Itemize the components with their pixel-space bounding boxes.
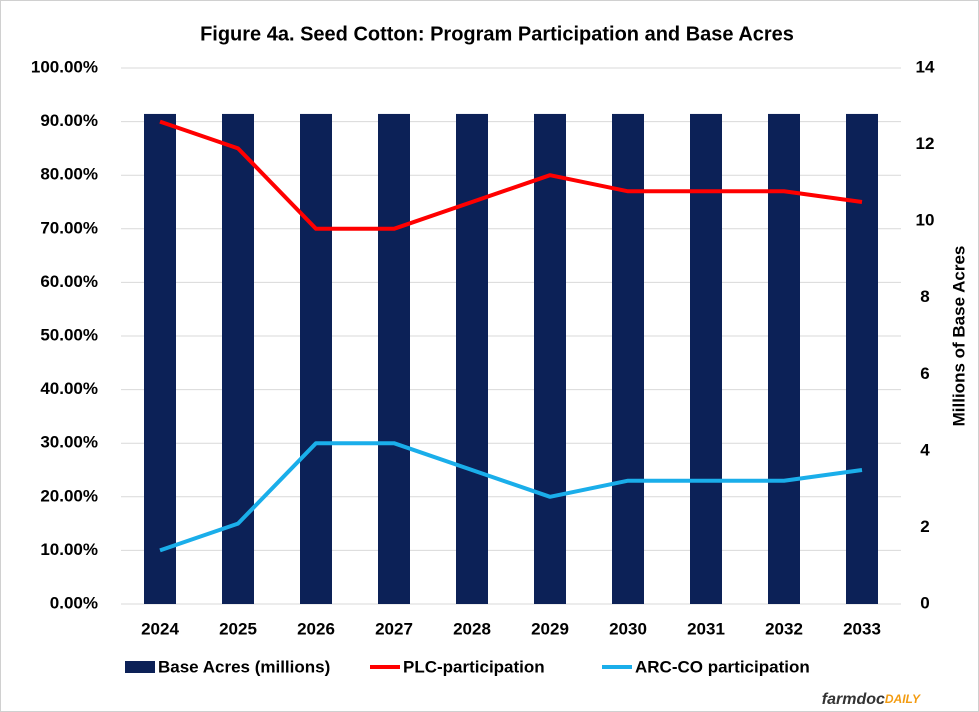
y-tick-label: 90.00% [40, 111, 98, 130]
bar [144, 113, 176, 604]
x-tick-label: 2029 [531, 619, 569, 638]
line [159, 441, 863, 553]
y-tick-label: 10.00% [40, 540, 98, 559]
legend-label: PLC-participation [403, 657, 545, 676]
logo-main: farmdoc [822, 691, 885, 708]
bar [534, 113, 566, 604]
x-tick-label: 2032 [765, 619, 803, 638]
logo: farmdocDAILY [822, 691, 921, 708]
line [159, 119, 863, 231]
x-tick-label: 2025 [219, 619, 257, 638]
y-tick-label: 40.00% [40, 379, 98, 398]
x-tick-label: 2026 [297, 619, 335, 638]
bar [378, 113, 410, 604]
y-tick-label: 0.00% [50, 593, 98, 612]
legend-label: ARC-CO participation [635, 657, 810, 676]
chart-title: Figure 4a. Seed Cotton: Program Particip… [200, 23, 794, 45]
bar [846, 113, 878, 604]
y2-tick-label: 12 [916, 134, 935, 153]
legend-swatch [125, 661, 155, 673]
bar [690, 113, 722, 604]
legend-label: Base Acres (millions) [158, 657, 330, 676]
y2-tick-label: 2 [920, 517, 929, 536]
y-tick-label: 100.00% [31, 57, 98, 76]
bar [300, 113, 332, 604]
y-tick-label: 80.00% [40, 165, 98, 184]
y2-tick-label: 8 [920, 287, 929, 306]
bar [612, 113, 644, 604]
y2-tick-label: 6 [920, 364, 929, 383]
y-tick-label: 20.00% [40, 486, 98, 505]
x-tick-label: 2031 [687, 619, 725, 638]
y2-tick-label: 14 [916, 57, 935, 76]
x-tick-label: 2030 [609, 619, 647, 638]
bar [222, 113, 254, 604]
y2-axis-label: Millions of Base Acres [949, 246, 968, 427]
y-tick-label: 60.00% [40, 272, 98, 291]
y2-tick-label: 0 [920, 593, 929, 612]
x-tick-label: 2027 [375, 619, 413, 638]
y2-tick-label: 4 [920, 440, 930, 459]
y-tick-label: 50.00% [40, 325, 98, 344]
y-tick-label: 70.00% [40, 218, 98, 237]
x-tick-label: 2033 [843, 619, 881, 638]
bar [456, 113, 488, 604]
y2-tick-label: 10 [916, 211, 935, 230]
x-tick-label: 2028 [453, 619, 491, 638]
y-tick-label: 30.00% [40, 433, 98, 452]
x-tick-label: 2024 [141, 619, 179, 638]
bar [768, 113, 800, 604]
logo-accent: DAILY [885, 692, 921, 706]
